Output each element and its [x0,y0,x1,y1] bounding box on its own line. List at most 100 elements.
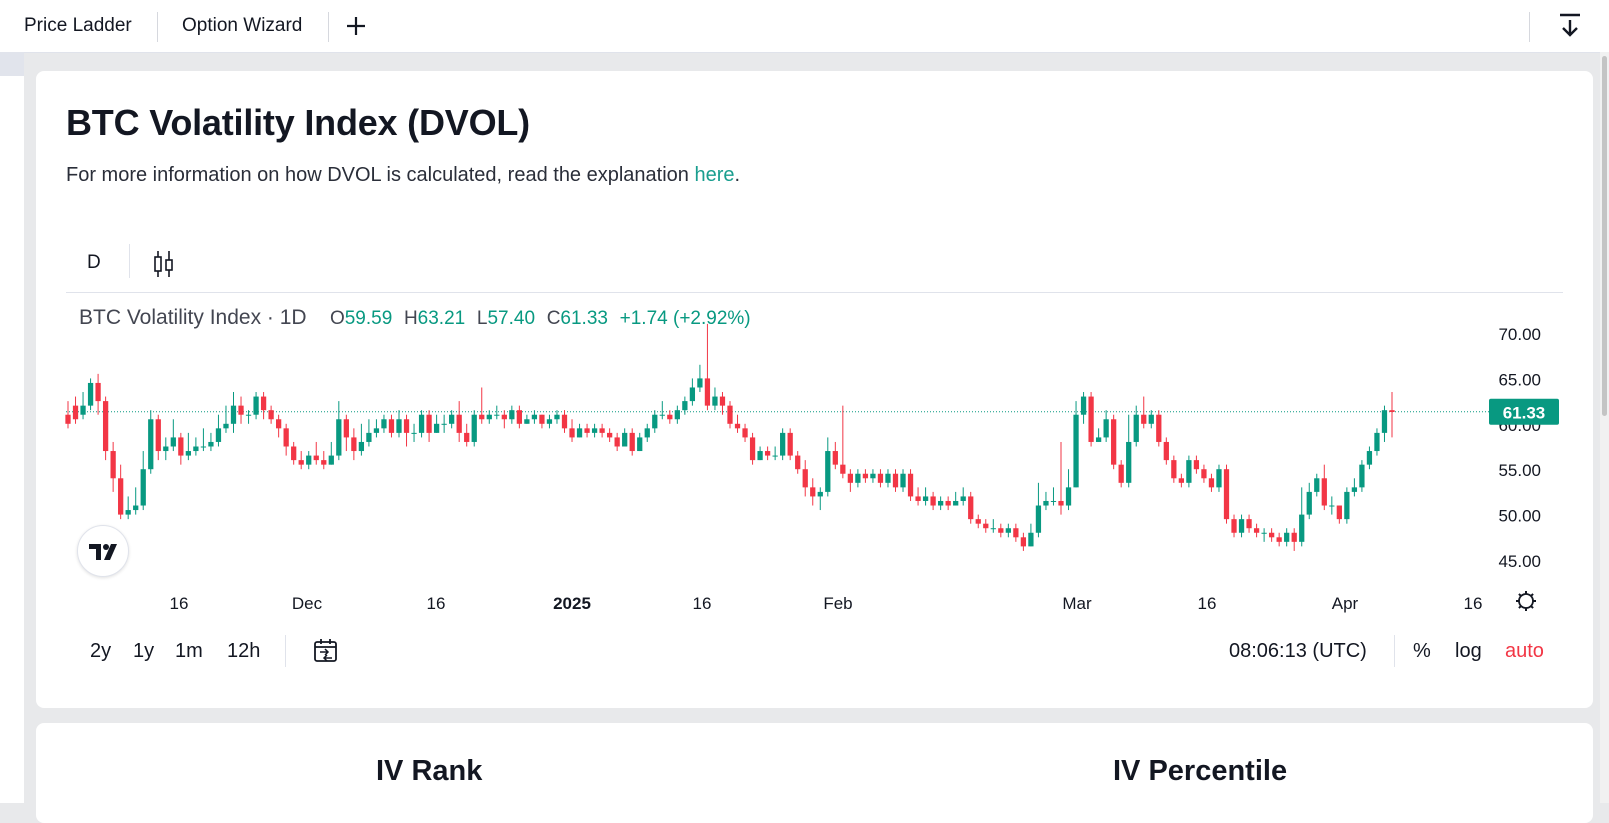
candle-body [1186,460,1192,483]
tab-divider [157,12,158,42]
y-axis-tick-label: 45.00 [1498,552,1541,571]
x-axis-tick-label: 2025 [553,594,591,613]
candle-body [546,419,553,424]
candle-body [479,414,485,420]
candle-body [1073,414,1079,488]
candle-body [772,455,778,457]
candle-body [516,410,522,424]
candle-body [238,405,244,415]
candle-body [501,414,507,420]
candle-body [1133,414,1139,442]
range-1m-button[interactable]: 1m [175,640,203,662]
candle-body [810,487,816,497]
toolbar-divider [1394,635,1395,667]
candle-body [1246,519,1252,529]
legend-high-label: H [403,308,418,329]
candle-body [877,473,884,483]
candle-body [230,405,237,424]
auto-scale-toggle[interactable]: auto [1505,640,1544,662]
candle-body [907,473,914,497]
candle-body [825,451,831,492]
candle-body [727,405,733,424]
candle-body [193,446,199,452]
candle-body [1095,437,1102,442]
description-end: . [734,164,741,186]
candle-body [644,428,650,438]
candle-body [336,419,342,456]
candle-body [133,505,139,511]
candle-body [95,382,101,402]
x-axis-tick-label: 16 [170,594,189,613]
iv-percentile-title: IV Percentile [1113,755,1288,787]
candle-body [306,455,312,465]
candle-body [388,419,395,433]
candle-body [569,428,575,438]
candle-body [607,432,613,438]
candle-body [576,428,583,438]
candle-body [780,432,786,456]
candle-body [110,451,116,479]
y-axis-tick-label: 70.00 [1498,325,1541,344]
scrollbar-thumb[interactable] [1602,56,1607,416]
candle-body [1201,469,1207,479]
y-axis-tick-label: 50.00 [1498,507,1541,526]
candle-body [245,414,252,416]
tradingview-logo[interactable] [77,525,129,577]
candle-body [975,519,981,524]
candle-body [381,419,387,429]
x-axis-tick-label: Mar [1062,594,1092,613]
explanation-link[interactable]: here [694,164,735,186]
candle-body [1329,505,1335,507]
candle-body [764,451,771,456]
x-axis-tick-label: 16 [1464,594,1483,613]
legend-open-label: O [329,308,345,329]
candle-body [802,469,808,488]
candle-body [1366,451,1373,465]
candle-body [358,441,365,452]
tab-option-wizard[interactable]: Option Wizard [182,15,303,36]
sidebar-edge [0,52,24,76]
tab-price-ladder[interactable]: Price Ladder [24,15,132,36]
candle-body [1269,532,1275,538]
download-icon[interactable] [1556,12,1584,40]
plus-icon[interactable] [344,14,368,38]
toolbar-divider [285,635,286,667]
description: For more information on how DVOL is calc… [66,164,740,187]
percent-scale-toggle[interactable]: % [1413,640,1431,662]
candle-body [561,414,568,429]
log-scale-toggle[interactable]: log [1455,640,1482,662]
candle-body [742,428,748,438]
candle-body [396,419,402,433]
candle-body [72,405,79,420]
candle-body [554,414,560,420]
calendar-range-icon[interactable] [312,637,340,665]
candle-body [795,455,801,470]
candle-body [1306,491,1312,515]
candlestick-icon[interactable] [153,249,175,279]
candle-body [163,446,169,452]
range-1y-button[interactable]: 1y [133,640,155,662]
candle-body [1171,460,1177,479]
toolbar-divider [129,244,130,278]
page-scrollbar[interactable] [1600,52,1609,803]
candle-body [1238,519,1245,533]
interval-button[interactable]: D [87,252,101,273]
candle-body [689,387,696,402]
candle-body [1103,419,1109,438]
candle-body [1276,537,1282,542]
candle-body [1111,419,1117,465]
range-12h-button[interactable]: 12h [227,640,261,662]
candle-body [155,419,161,452]
candle-body [291,446,297,461]
candle-body [667,414,673,420]
utc-clock[interactable]: 08:06:13 (UTC) [1229,640,1367,662]
candle-body [464,432,470,442]
axis-settings-icon[interactable] [1516,591,1536,611]
candle-body [697,378,703,388]
x-axis-tick-label: Apr [1332,594,1359,613]
tab-divider [1529,12,1530,42]
candle-body [539,414,545,424]
candle-body [1178,478,1184,483]
range-2y-button[interactable]: 2y [90,640,112,662]
